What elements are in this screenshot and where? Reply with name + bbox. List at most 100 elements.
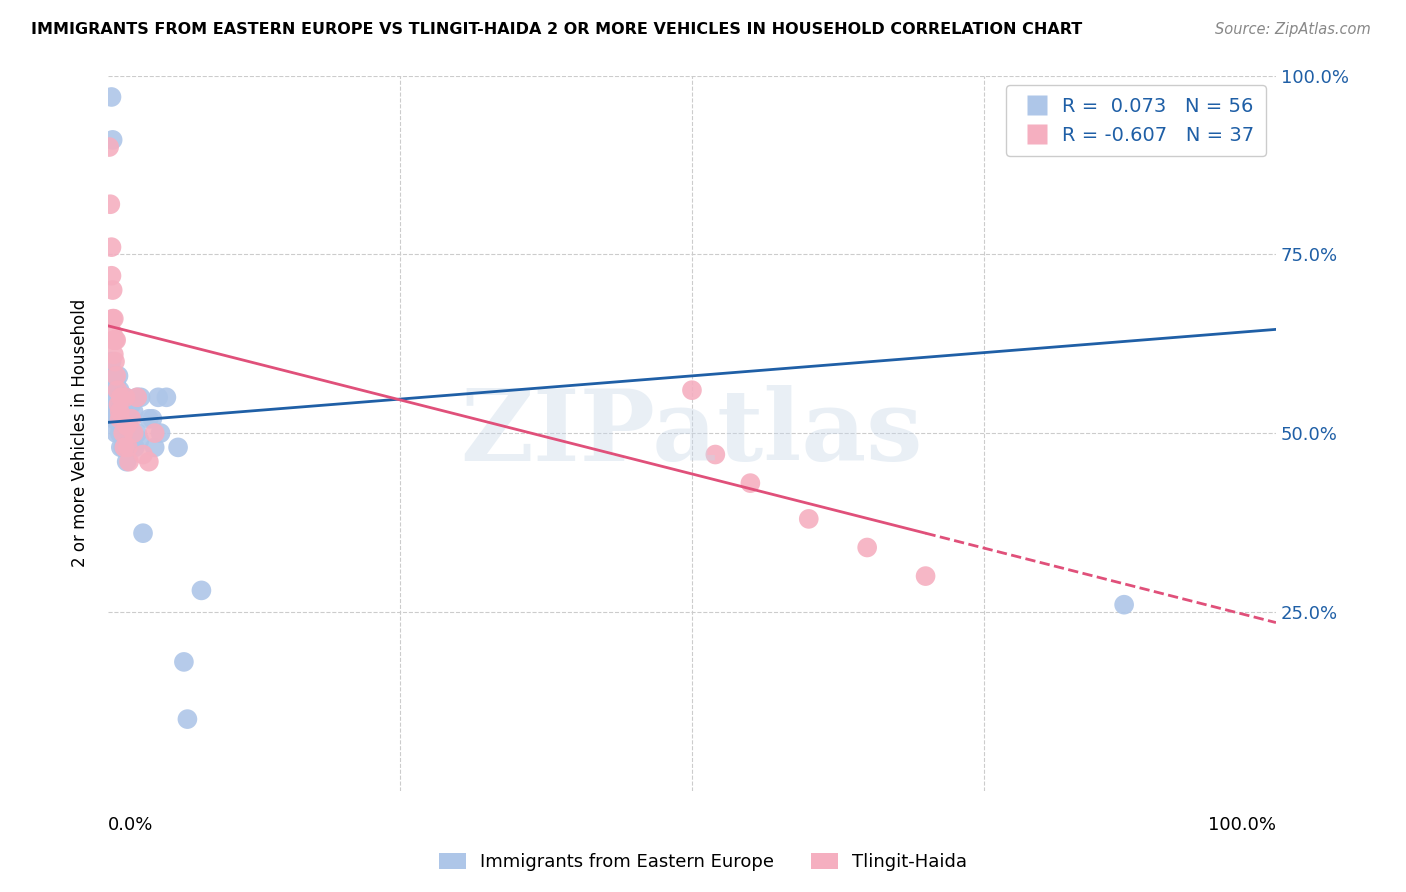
Point [117,441,139,455]
Point [105,390,128,404]
Point [127,390,149,404]
Point [100,354,122,368]
Point [112,426,135,441]
Point [105,411,128,425]
Point [100,390,122,404]
Point [100,240,122,254]
Point [797,512,820,526]
Point [108,411,131,425]
Point [138,455,160,469]
Point [105,376,128,390]
Point [98,368,121,383]
Point [101,283,124,297]
Point [108,411,131,425]
Point [190,583,212,598]
Point [740,476,762,491]
Point [120,397,142,411]
Point [100,268,122,283]
Point [101,133,124,147]
Point [101,411,124,425]
Point [104,354,127,368]
Point [127,426,149,441]
Legend: Immigrants from Eastern Europe, Tlingit-Haida: Immigrants from Eastern Europe, Tlingit-… [432,846,974,879]
Point [108,404,131,418]
Point [98,197,121,211]
Point [148,390,170,404]
Point [108,383,131,397]
Point [107,404,129,418]
Point [143,441,166,455]
Text: ZIPatlas: ZIPatlas [461,384,924,482]
Point [118,418,141,433]
Point [101,376,124,390]
Point [704,448,727,462]
Point [120,411,142,425]
Point [110,441,132,455]
Point [105,426,128,441]
Point [132,526,155,541]
Point [143,426,166,441]
Point [100,90,122,104]
Point [118,455,141,469]
Point [115,455,138,469]
Legend: R =  0.073   N = 56, R = -0.607   N = 37: R = 0.073 N = 56, R = -0.607 N = 37 [1007,86,1267,156]
Point [122,404,145,418]
Point [104,383,127,397]
Point [117,404,139,418]
Text: IMMIGRANTS FROM EASTERN EUROPE VS TLINGIT-HAIDA 2 OR MORE VEHICLES IN HOUSEHOLD : IMMIGRANTS FROM EASTERN EUROPE VS TLINGI… [31,22,1083,37]
Point [112,411,135,425]
Point [105,383,128,397]
Point [149,426,172,441]
Point [115,411,138,425]
Point [103,411,125,425]
Point [110,397,132,411]
Point [107,397,129,411]
Point [129,390,152,404]
Text: 100.0%: 100.0% [1208,816,1277,834]
Point [107,368,129,383]
Point [176,712,198,726]
Point [98,383,121,397]
Point [138,411,160,425]
Point [103,397,125,411]
Point [681,383,703,397]
Point [105,368,128,383]
Point [103,347,125,361]
Point [103,333,125,347]
Point [122,426,145,441]
Point [114,390,136,404]
Point [914,569,936,583]
Point [141,411,163,425]
Point [112,441,135,455]
Point [110,390,132,404]
Point [124,441,146,455]
Point [101,326,124,340]
Point [103,368,125,383]
Point [1114,598,1136,612]
Point [105,333,128,347]
Point [132,448,155,462]
Point [111,390,134,404]
Point [112,441,135,455]
Text: 0.0%: 0.0% [108,816,153,834]
Point [120,441,142,455]
Point [856,541,879,555]
Point [98,140,121,154]
Y-axis label: 2 or more Vehicles in Household: 2 or more Vehicles in Household [72,299,89,567]
Point [104,333,127,347]
Point [155,390,177,404]
Point [103,311,125,326]
Point [173,655,195,669]
Point [112,426,135,441]
Point [128,434,150,448]
Point [117,434,139,448]
Point [101,311,124,326]
Point [114,390,136,404]
Point [105,397,128,411]
Text: Source: ZipAtlas.com: Source: ZipAtlas.com [1215,22,1371,37]
Point [104,404,127,418]
Point [115,418,138,433]
Point [108,426,131,441]
Point [127,390,149,404]
Point [167,441,190,455]
